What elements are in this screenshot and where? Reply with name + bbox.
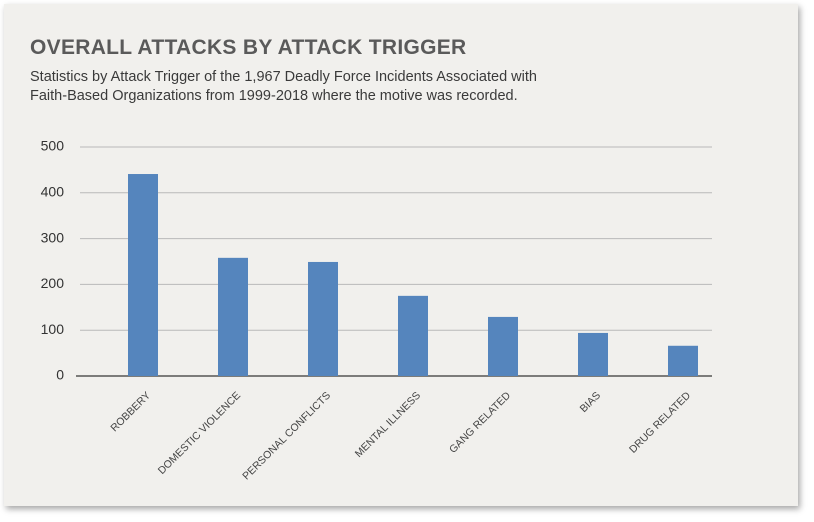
- x-tick-label: DRUG RELATED: [627, 389, 693, 455]
- y-tick-label: 100: [41, 321, 65, 337]
- bar: [668, 345, 698, 376]
- chart-title: OVERALL ATTACKS BY ATTACK TRIGGER: [30, 36, 467, 59]
- x-tick-label: GANG RELATED: [447, 389, 513, 455]
- y-tick-label: 500: [41, 138, 65, 154]
- x-tick-label: BIAS: [578, 390, 603, 415]
- bar: [578, 332, 608, 376]
- bar: [128, 174, 158, 376]
- y-tick-label: 0: [56, 367, 64, 383]
- bar: [308, 261, 338, 376]
- bar: [488, 316, 518, 376]
- x-tick-label: PERSONAL CONFLICTS: [240, 390, 333, 483]
- x-tick-label: ROBBERY: [108, 390, 153, 435]
- bar: [218, 257, 248, 376]
- y-tick-label: 200: [41, 275, 65, 291]
- x-tick-label: DOMESTIC VIOLENCE: [156, 390, 243, 477]
- y-tick-label: 300: [41, 229, 65, 245]
- chart-subtitle: Statistics by Attack Trigger of the 1,96…: [30, 69, 537, 104]
- y-tick-label: 400: [41, 184, 65, 200]
- bar: [398, 295, 428, 376]
- x-tick-label: MENTAL ILLNESS: [353, 390, 423, 460]
